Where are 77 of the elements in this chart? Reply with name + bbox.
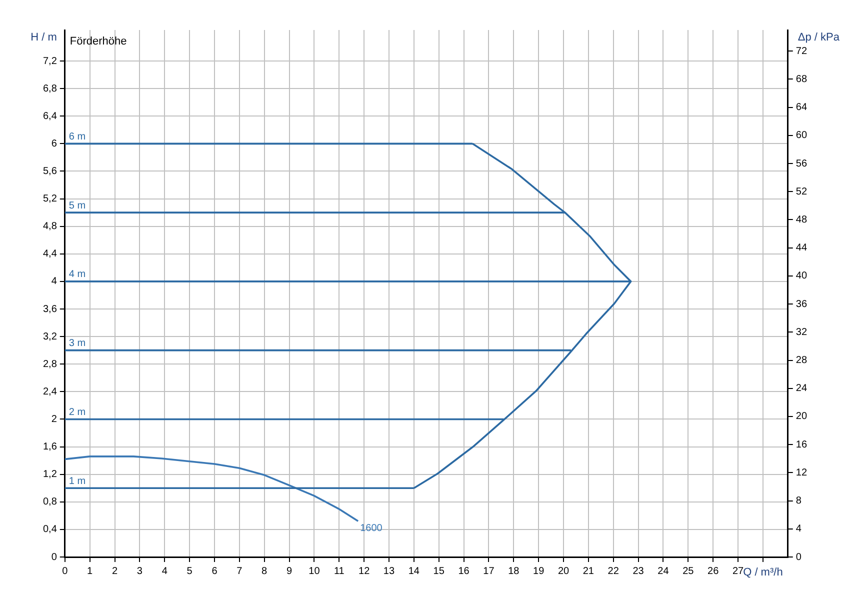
y2-tick-label: 56 (796, 158, 808, 170)
y2-tick-label: 64 (796, 102, 808, 114)
x-tick-label: 4 (162, 566, 168, 577)
x-tick-label: 13 (383, 566, 395, 577)
y-tick-label: 0,8 (42, 496, 58, 508)
y2-tick-label: 8 (796, 496, 802, 507)
y-tick-label: 0,4 (42, 524, 58, 536)
x-tick-label: 16 (458, 566, 470, 577)
x-tick-label: 9 (286, 566, 292, 577)
x-tick-label: 15 (433, 566, 445, 577)
y-tick-label: 1,2 (42, 469, 58, 480)
series-label: 5 m (68, 200, 86, 212)
y2-tick-label: 48 (796, 214, 808, 226)
y-tick-label: 3,2 (42, 331, 58, 342)
series-label: 1 m (68, 476, 86, 487)
y2-tick-label: 40 (796, 270, 808, 282)
y-tick-label: 6,4 (42, 110, 58, 122)
y-tick-label: 3,6 (42, 304, 58, 315)
y2-tick-label: 32 (796, 326, 808, 338)
y2-tick-label: 52 (796, 186, 808, 198)
y2-tick-label: 24 (796, 383, 808, 394)
y-tick-label: 4,8 (42, 221, 58, 232)
y-tick-label: 5,2 (42, 194, 58, 205)
x-tick-label: 11 (334, 566, 345, 577)
y-tick-label: 6 (51, 138, 58, 150)
y-tick-label: 2 (51, 414, 58, 425)
y2-tick-label: 44 (796, 242, 808, 254)
y-tick-label: 6,8 (42, 83, 58, 94)
x-tick-label: 1 (87, 566, 94, 577)
series-label: 2 m (68, 406, 86, 418)
y2-tick-label: 28 (796, 355, 808, 366)
y2-tick-label: 0 (796, 552, 802, 563)
series-label: 1600 (360, 522, 383, 534)
x-tick-label: 6 (212, 566, 218, 577)
x-axis-title: Q / m³/h (743, 566, 783, 579)
y2-tick-label: 36 (796, 298, 808, 310)
series-label: 3 m (68, 338, 86, 350)
x-tick-label: 27 (732, 566, 744, 577)
y2-tick-label: 72 (796, 46, 808, 57)
x-tick-label: 26 (708, 566, 720, 577)
y2-tick-label: 12 (796, 467, 808, 478)
y2-tick-label: 20 (796, 411, 808, 422)
y-tick-label: 7,2 (42, 56, 58, 67)
x-tick-label: 7 (236, 566, 243, 577)
x-tick-label: 3 (136, 566, 143, 577)
y-tick-label: 2,8 (42, 358, 58, 370)
series-label: 4 m (68, 269, 86, 280)
y2-tick-label: 16 (796, 439, 808, 450)
y-tick-label: 5,6 (42, 166, 58, 177)
text: Förderhöhe (70, 36, 127, 48)
y-tick-label: 0 (51, 552, 58, 563)
x-tick-label: 21 (582, 566, 594, 577)
y2-tick-label: 4 (796, 524, 802, 535)
y-tick-label: 4,4 (42, 248, 58, 260)
y-tick-label: 2,4 (42, 386, 58, 398)
y2-tick-label: 60 (796, 130, 808, 142)
x-tick-label: 8 (262, 566, 268, 577)
x-tick-label: 14 (408, 566, 420, 577)
y-tick-label: 1,6 (42, 442, 58, 453)
y-tick-label: 4 (51, 276, 58, 288)
x-tick-label: 0 (62, 566, 68, 577)
x-tick-label: 22 (608, 566, 620, 577)
x-tick-label: 24 (658, 566, 670, 577)
x-tick-label: 5 (186, 566, 193, 577)
x-tick-label: 12 (358, 566, 370, 577)
x-tick-label: 19 (533, 566, 545, 577)
x-tick-label: 10 (308, 566, 320, 577)
x-tick-label: 25 (682, 566, 694, 577)
x-tick-label: 2 (112, 566, 118, 577)
y2-axis-title: Δp / kPa (798, 32, 840, 44)
x-tick-label: 23 (632, 566, 644, 577)
series-label: 6 m (68, 131, 86, 142)
x-tick-label: 18 (508, 566, 520, 577)
x-tick-label: 17 (483, 566, 495, 577)
y2-tick-label: 68 (796, 74, 808, 85)
x-tick-label: 20 (558, 566, 570, 577)
y-axis-title: H / m (30, 32, 57, 44)
